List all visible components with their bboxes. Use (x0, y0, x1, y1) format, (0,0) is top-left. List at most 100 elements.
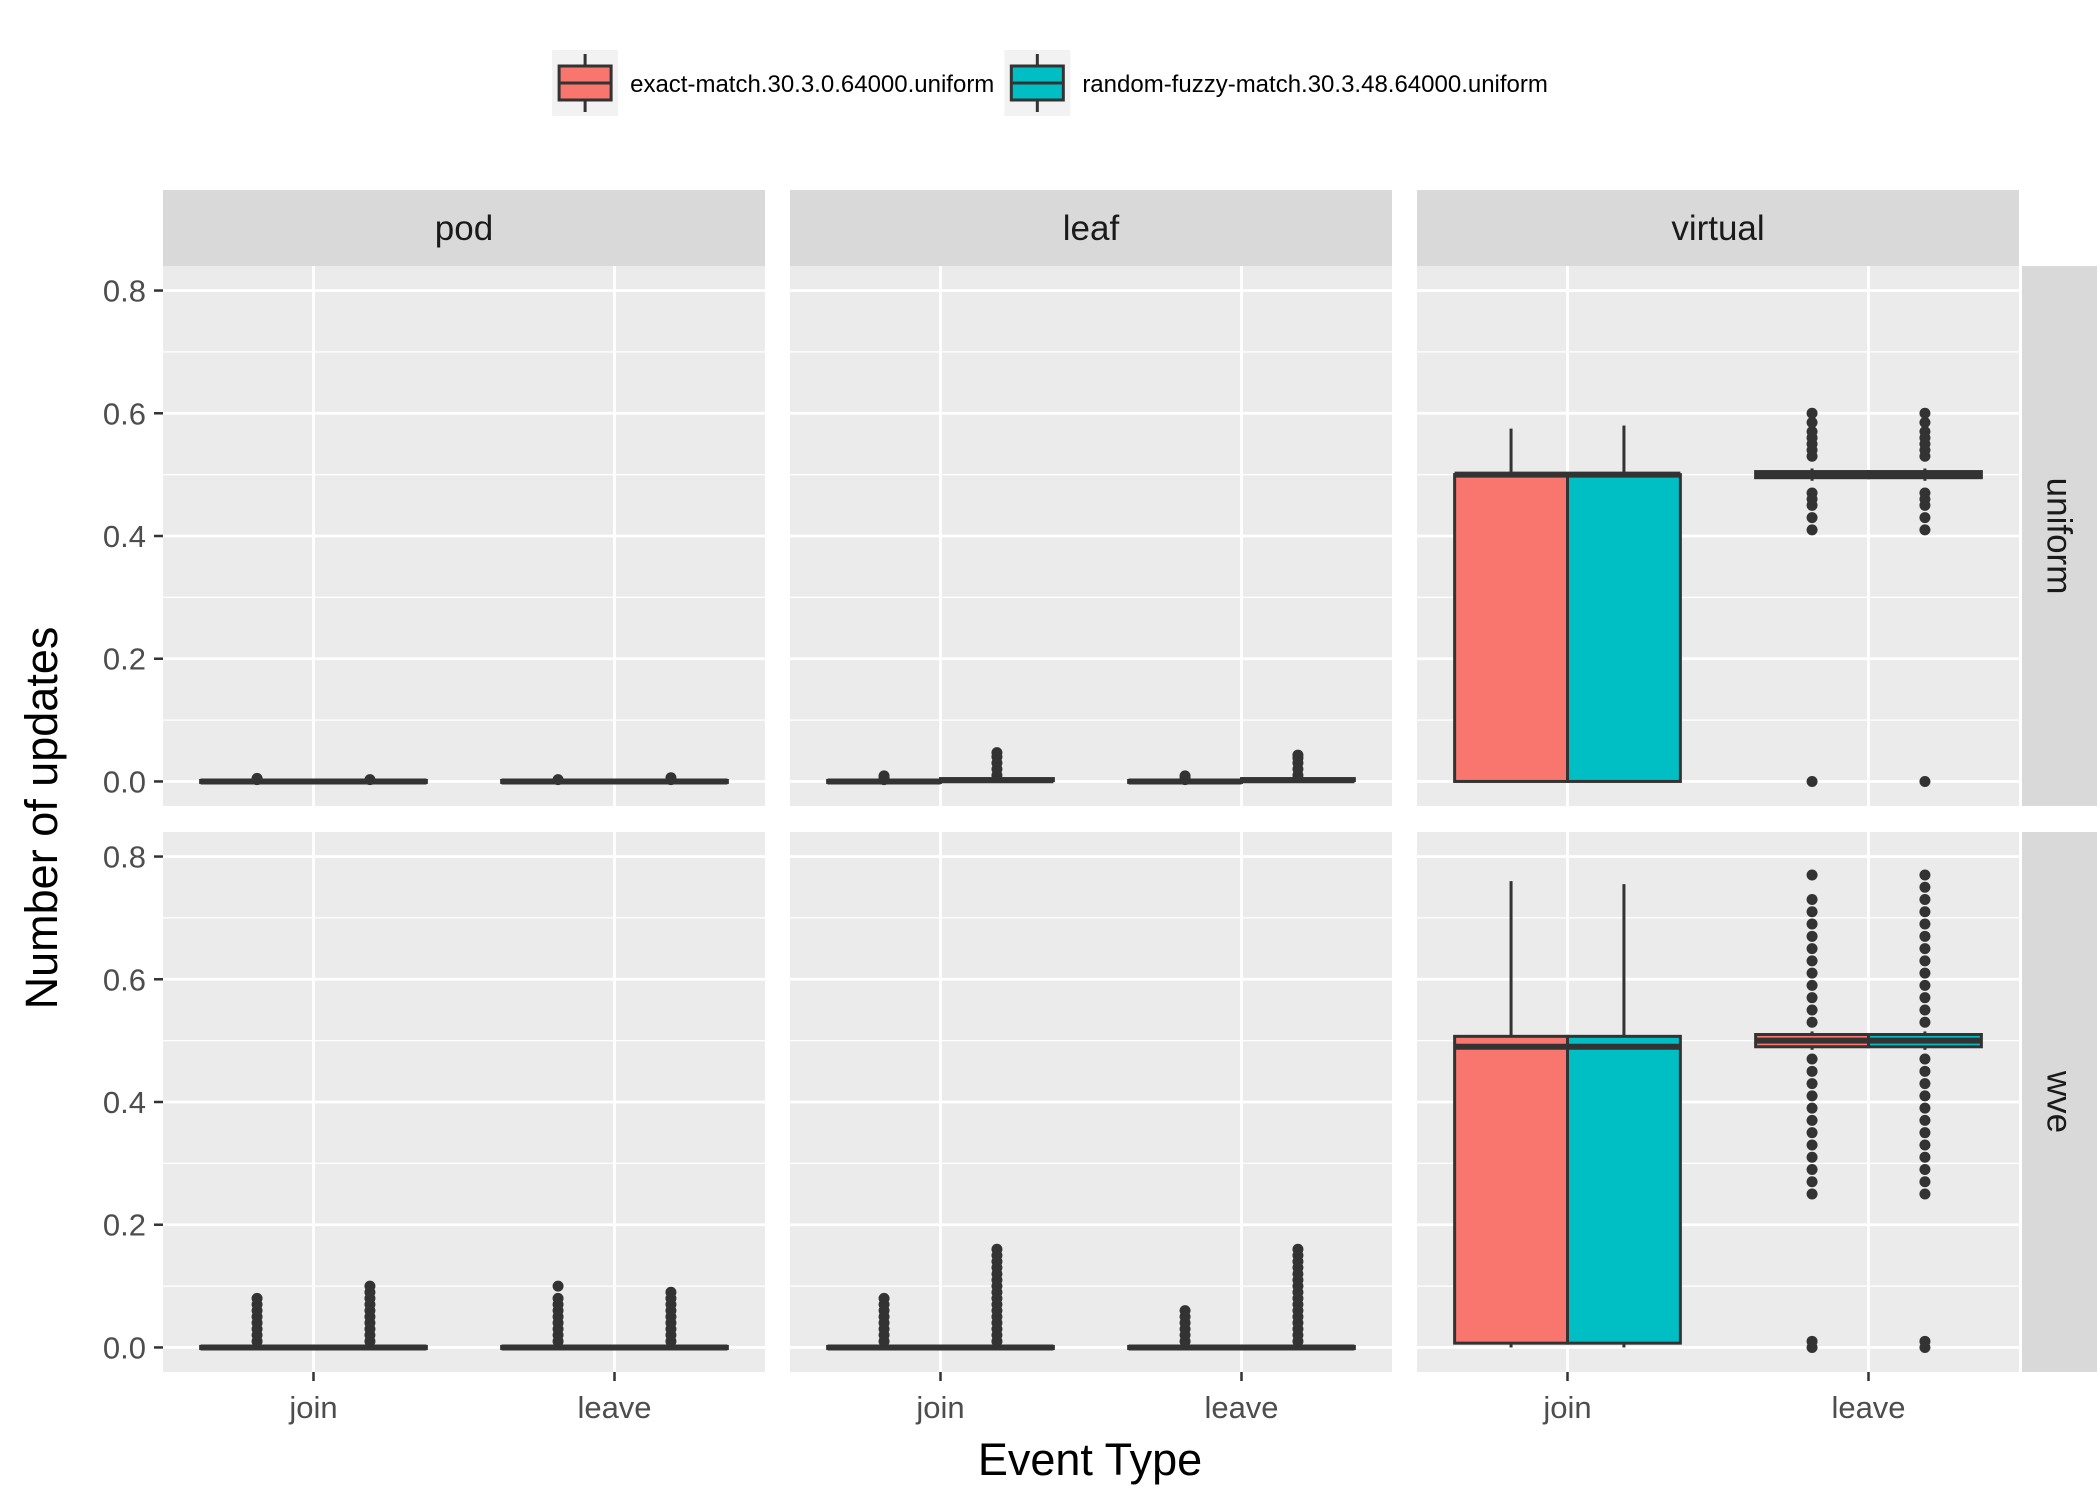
legend: exact-match.30.3.0.64000.uniform random-f… (552, 50, 1548, 116)
y-tick-label: 0.0 (103, 1330, 146, 1365)
strip-label-wve: wve (2040, 1070, 2079, 1133)
outlier-point (1806, 524, 1818, 536)
outlier-point (1919, 487, 1931, 499)
outlier-point (1179, 770, 1191, 782)
box-join-random-fuzzy-match-30-3-48-64000-uniform (312, 774, 428, 786)
box-join-exact-match-30-3-0-64000-uniform (1453, 428, 1569, 783)
outlier-point (1919, 1090, 1931, 1102)
outlier-point (1806, 1004, 1818, 1016)
y-tick-label: 0.2 (103, 642, 146, 677)
outlier-point (1919, 1151, 1931, 1163)
x-tick-label: join (915, 1390, 964, 1425)
outlier-point (1806, 967, 1818, 979)
outlier-point (1806, 869, 1818, 881)
outlier-point (1806, 1151, 1818, 1163)
outlier-point (665, 772, 677, 784)
strip-background (1417, 190, 2019, 266)
boxes-uniform-leaf (826, 747, 1356, 786)
legend-label: exact-match.30.3.0.64000.uniform (630, 71, 994, 98)
strip-background (790, 190, 1392, 266)
panel-uniform-leaf (790, 266, 1392, 806)
outlier-point (1806, 487, 1818, 499)
x-tick-label: join (1542, 1390, 1591, 1425)
box-leave-random-fuzzy-match-30-3-48-64000-uniform (1867, 869, 1983, 1353)
outlier-point (1919, 1078, 1931, 1090)
box-leave-exact-match-30-3-0-64000-uniform (1754, 407, 1870, 787)
y-tick-label: 0.6 (103, 396, 146, 431)
outlier-point (1919, 416, 1931, 428)
x-axes: join leave join leave join leave (288, 1372, 1906, 1425)
outlier-point (1806, 1114, 1818, 1126)
outlier-point (1919, 979, 1931, 991)
outlier-point (1806, 1090, 1818, 1102)
outlier-point (1919, 1016, 1931, 1028)
facet-panels (163, 266, 2019, 1372)
strip-col-virtual: virtual (1417, 190, 2019, 266)
outlier-point (1919, 1102, 1931, 1114)
x-tick-label: leave (577, 1390, 651, 1425)
boxes-uniform-pod (199, 772, 729, 786)
box-join-random-fuzzy-match-30-3-48-64000-uniform (1566, 884, 1682, 1348)
y-tick-label: 0.0 (103, 764, 146, 799)
legend-label: random-fuzzy-match.30.3.48.64000.uniform (1082, 71, 1548, 98)
outlier-point (1919, 894, 1931, 905)
outlier-point (364, 1280, 376, 1292)
box-join-random-fuzzy-match-30-3-48-64000-uniform (312, 1280, 428, 1351)
box-join-random-fuzzy-match-30-3-48-64000-uniform (939, 747, 1055, 784)
y-axes: 0.0 0.2 0.4 0.6 0.8 0.0 0.2 0.4 0.6 0.8 (103, 274, 163, 1365)
outlier-point (1806, 1127, 1818, 1139)
outlier-point (1806, 1065, 1818, 1077)
outlier-point (1919, 1139, 1931, 1151)
panel-wve-pod (163, 832, 765, 1372)
y-tick-label: 0.2 (103, 1208, 146, 1243)
outlier-point (1292, 1243, 1304, 1255)
strip-label-pod: pod (435, 209, 493, 248)
outlier-point (1919, 524, 1931, 536)
outlier-point (251, 772, 263, 784)
outlier-point (1919, 930, 1931, 942)
x-axis-title: Event Type (978, 1434, 1202, 1485)
outlier-point (1919, 775, 1931, 787)
strip-background (2022, 832, 2097, 1372)
outlier-point (1919, 1004, 1931, 1016)
outlier-point (552, 1280, 564, 1292)
outlier-point (1806, 955, 1818, 967)
box-join-random-fuzzy-match-30-3-48-64000-uniform (939, 1243, 1055, 1351)
outlier-point (991, 1243, 1003, 1255)
x-axis-virtual: join leave (1542, 1372, 1906, 1425)
legend-item-random-fuzzy-match-30-3-48-64000-uniform: random-fuzzy-match.30.3.48.64000.uniform (1004, 50, 1548, 116)
x-axis-leaf: join leave (915, 1372, 1279, 1425)
strip-row-wve: wve (2022, 832, 2097, 1372)
outlier-point (1919, 1065, 1931, 1077)
outlier-point (1806, 1016, 1818, 1028)
outlier-point (1806, 407, 1818, 419)
x-tick-label: join (288, 1390, 337, 1425)
outlier-point (1806, 512, 1818, 524)
outlier-point (1806, 416, 1818, 428)
boxes-wve-pod (199, 1280, 729, 1351)
outlier-point (1806, 1139, 1818, 1151)
box-leave-exact-match-30-3-0-64000-uniform (500, 1280, 616, 1351)
boxes-wve-leaf (826, 1243, 1356, 1351)
strip-row-uniform: uniform (2022, 266, 2097, 806)
strip-background (163, 190, 765, 266)
facet-strips: pod leaf virtual uniform wve (163, 190, 2097, 1372)
outlier-point (1806, 943, 1818, 955)
outlier-point (1806, 426, 1818, 438)
outlier-point (364, 774, 376, 786)
outlier-point (1919, 906, 1931, 918)
y-tick-label: 0.8 (103, 274, 146, 309)
outlier-point (1919, 1176, 1931, 1188)
outlier-point (1919, 1127, 1931, 1139)
outlier-point (1806, 1102, 1818, 1114)
strip-label-virtual: virtual (1671, 209, 1764, 248)
strip-label-leaf: leaf (1063, 209, 1120, 248)
outlier-point (1806, 1188, 1818, 1200)
outlier-point (1919, 992, 1931, 1004)
y-tick-label: 0.6 (103, 962, 146, 997)
outlier-point (552, 774, 564, 786)
x-tick-label: leave (1831, 1390, 1905, 1425)
strip-background (2022, 266, 2097, 806)
box-body (1566, 1034, 1682, 1345)
